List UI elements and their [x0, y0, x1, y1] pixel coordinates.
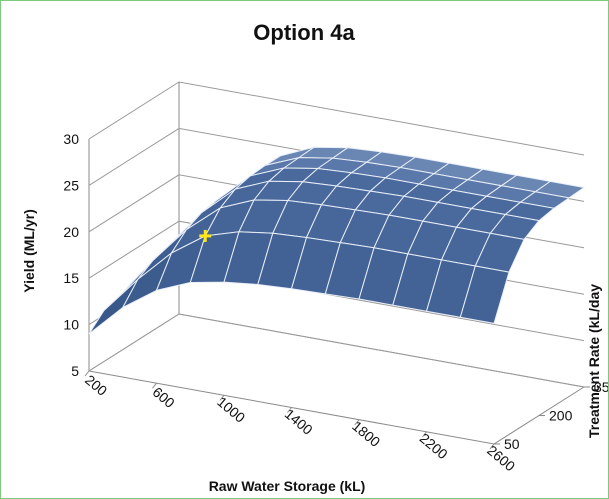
- x-tick-label: 2200: [417, 430, 451, 462]
- surface-mesh: [88, 146, 586, 335]
- surface-cell: [88, 279, 139, 335]
- y-tick-label: 20: [63, 224, 79, 240]
- x-tick-label: 600: [150, 384, 178, 411]
- chart-title: Option 4a: [253, 20, 355, 45]
- x-tick-mark: [84, 370, 90, 377]
- floor-back-edge: [88, 313, 585, 388]
- x-tick-label: 1800: [349, 418, 383, 450]
- y-axis-title: Yield (ML/yr): [21, 209, 37, 293]
- x-tick-mark: [422, 431, 427, 438]
- x-tick-label: 1000: [214, 393, 248, 425]
- z-axis-title: Treatment Rate (kL/day: [586, 284, 602, 438]
- y-tick-label: 5: [71, 363, 79, 379]
- z-tick-label: 200: [549, 408, 573, 424]
- x-tick-mark: [354, 419, 360, 425]
- yield-gridline: [88, 313, 585, 388]
- y-tick-label: 30: [63, 131, 79, 147]
- y-tick-label: 10: [63, 317, 79, 333]
- z-tick-label: 350: [594, 379, 608, 395]
- yield-gridline: [88, 81, 585, 156]
- floor-front-edge: [88, 370, 585, 445]
- y-tick-label: 25: [63, 177, 79, 193]
- x-tick-mark: [287, 407, 292, 413]
- x-tick-mark: [489, 443, 495, 450]
- x-tick-label: 200: [82, 372, 110, 399]
- x-tick-mark: [219, 395, 225, 401]
- highlight-marker: [199, 229, 212, 242]
- x-axis-title: Raw Water Storage (kL): [209, 478, 366, 494]
- y-tick-label: 15: [63, 270, 79, 286]
- x-tick-mark: [152, 382, 157, 389]
- x-tick-label: 1400: [282, 406, 316, 438]
- z-tick-label: 50: [504, 436, 520, 452]
- surface-cell: [459, 265, 510, 324]
